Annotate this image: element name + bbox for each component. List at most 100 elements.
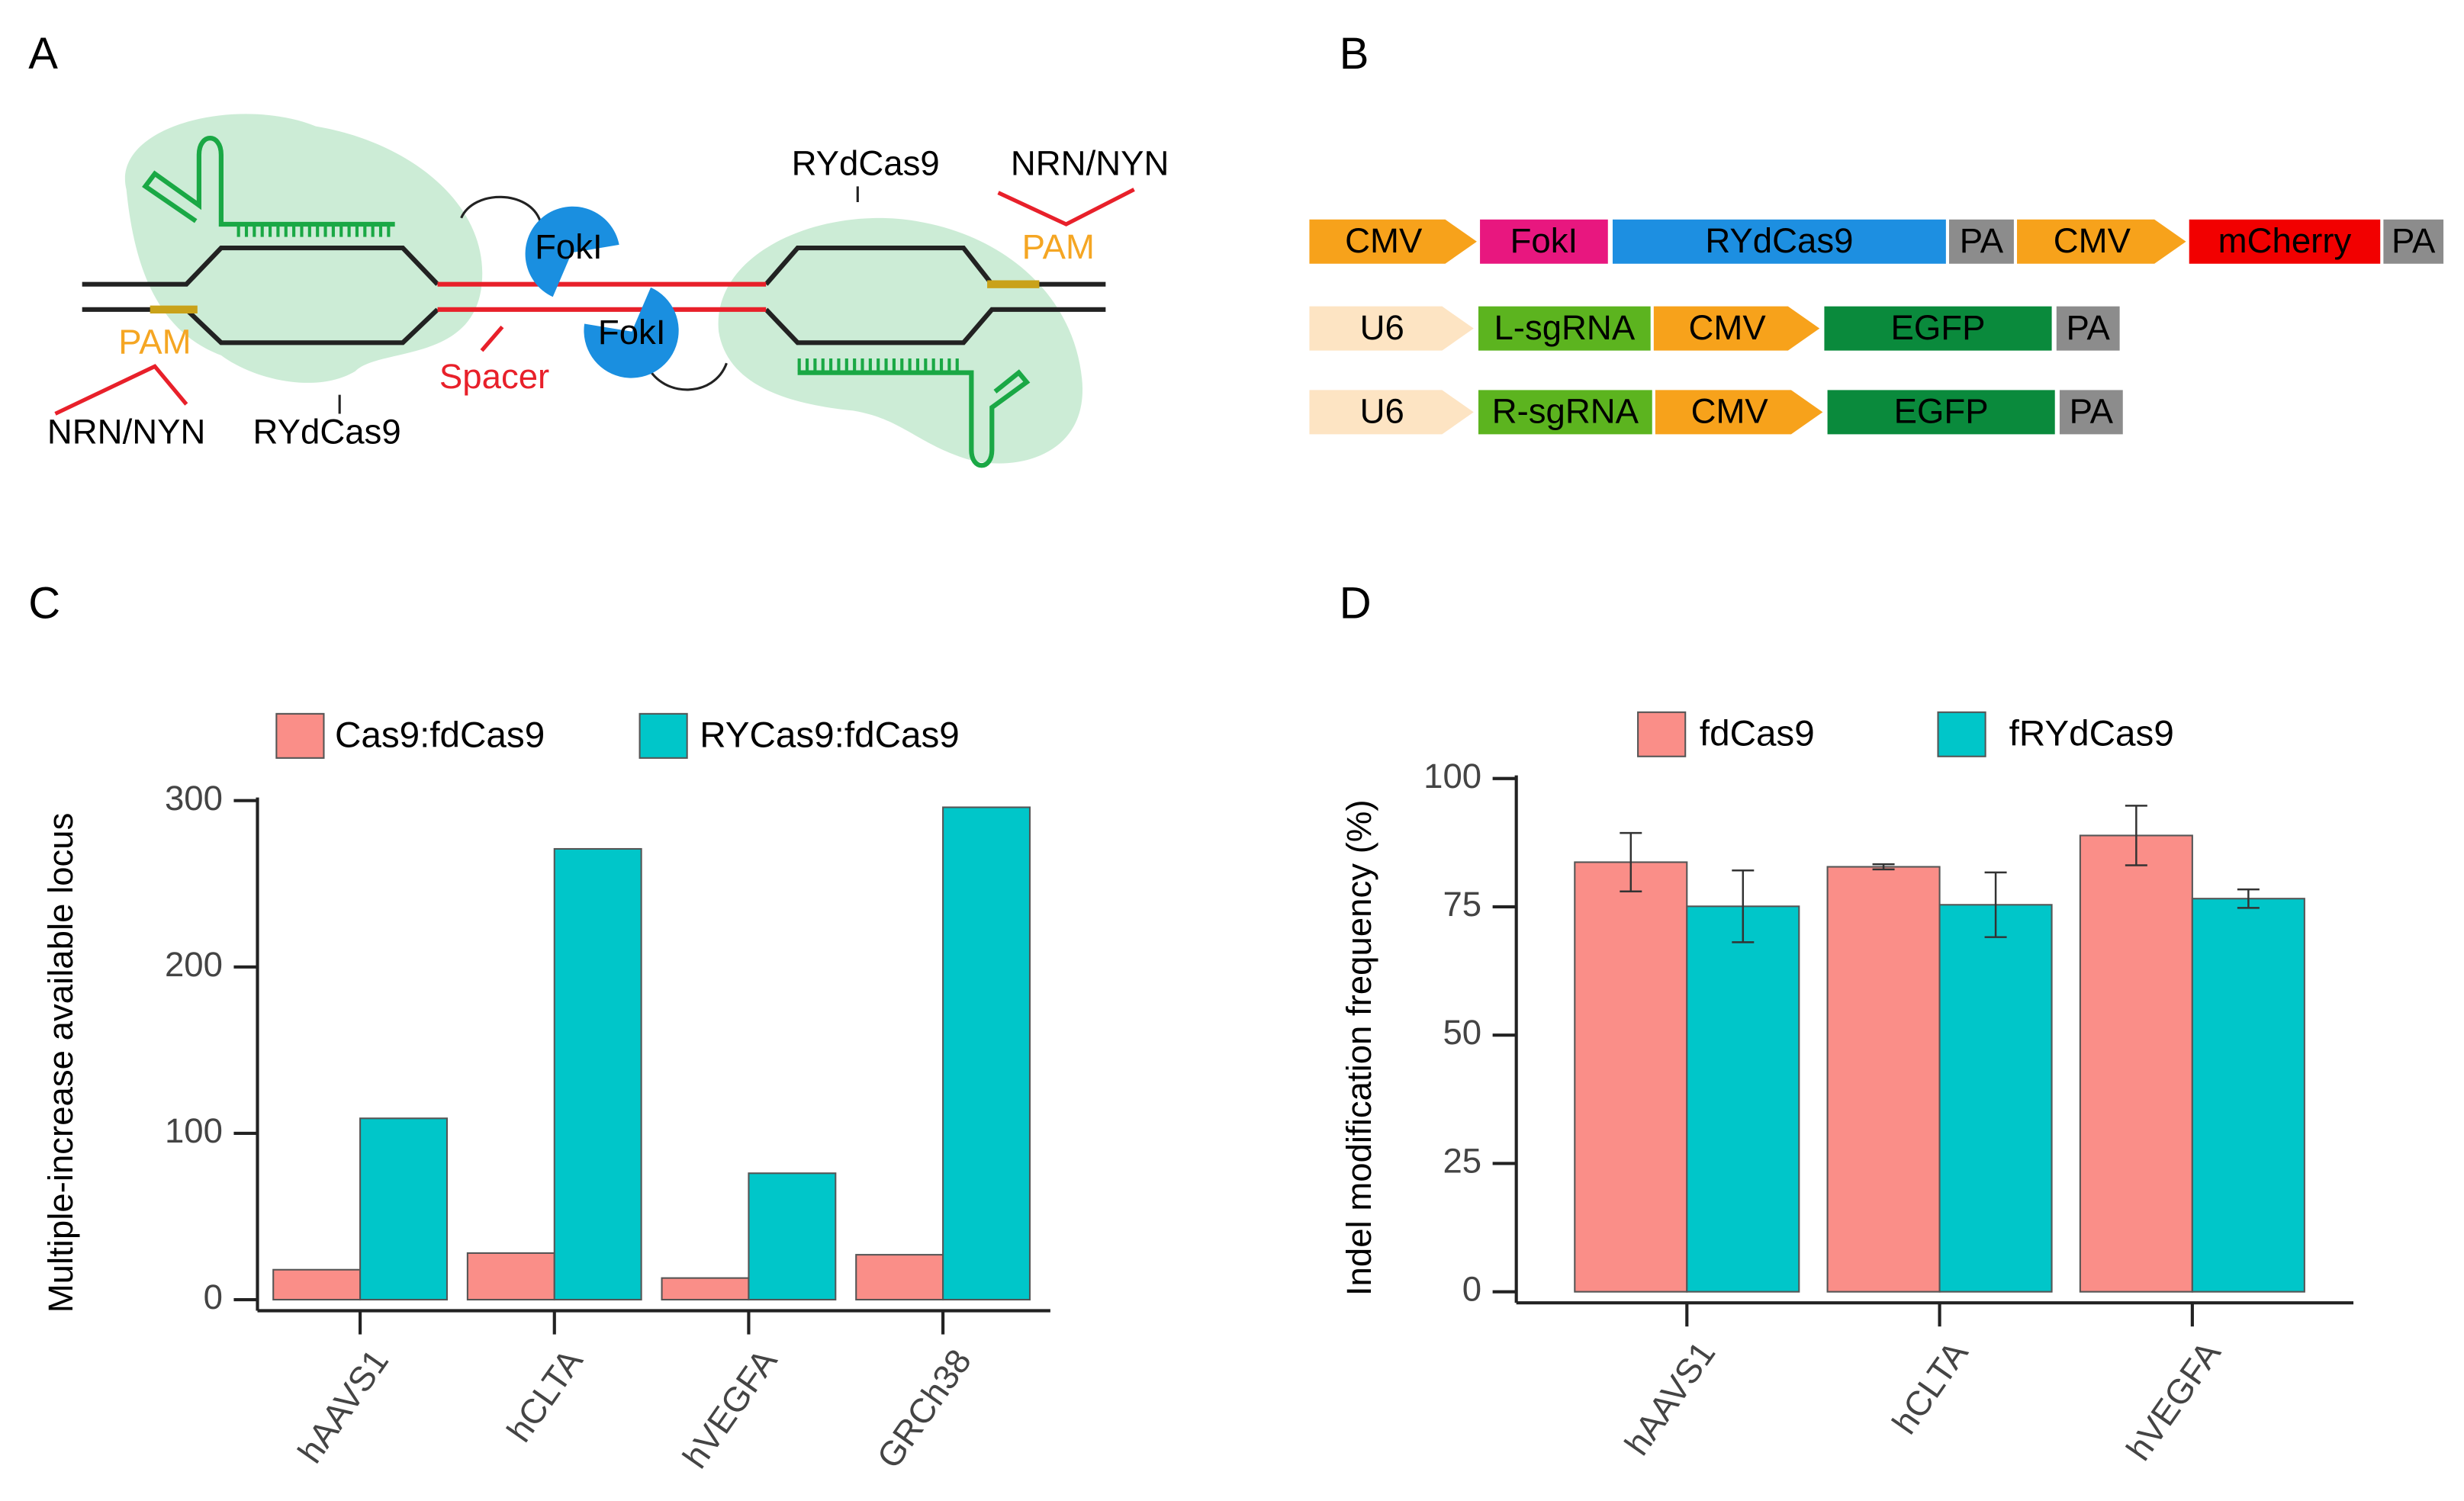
x-tick-label: hCLTA <box>500 1342 591 1448</box>
construct-element <box>1309 390 1474 435</box>
x-tick-label: GRCh38 <box>870 1342 979 1475</box>
legend-label: RYCas9:fdCas9 <box>700 715 960 755</box>
legend-swatch <box>275 712 325 759</box>
element-label: CMV <box>2054 221 2131 260</box>
element-label: EGFP <box>1891 308 1986 347</box>
error-bar <box>1620 831 1642 893</box>
label: Spacer <box>439 357 549 396</box>
bar <box>1574 861 1688 1293</box>
bar <box>553 847 642 1301</box>
legend-label: fdCas9 <box>1700 713 1815 754</box>
label: FokI <box>535 227 603 266</box>
foki <box>584 287 679 378</box>
error-bar <box>2237 888 2260 909</box>
legend-swatch <box>1637 711 1687 757</box>
chart: 0 100 200 300 Multiple-increase available lo… <box>41 712 1050 1475</box>
bar <box>1938 904 2053 1293</box>
bar <box>942 806 1031 1301</box>
y-axis-label: Indel modification frequency (%) <box>1340 799 1378 1296</box>
construct-element <box>1612 219 1946 264</box>
panel-label: B <box>1340 30 1369 79</box>
y-tick-label: 0 <box>1462 1270 1481 1309</box>
construct-element <box>2017 219 2186 264</box>
y-tick-label: 100 <box>165 1111 223 1150</box>
error-bar <box>1872 863 1895 871</box>
pointer-line <box>338 186 859 414</box>
construct-element <box>1653 306 1820 351</box>
panel-label: D <box>1340 579 1372 628</box>
x-tick-label: hAAVS1 <box>1617 1335 1723 1463</box>
label: RYdCas9 <box>253 412 401 451</box>
x-tick-label: hVEGFA <box>2118 1334 2228 1467</box>
spacer-strand <box>437 281 767 312</box>
construct-element <box>1827 390 2055 435</box>
panel-label: C <box>28 579 60 628</box>
bar <box>1826 866 1941 1293</box>
construct-element <box>1309 306 1474 351</box>
panel-label: A <box>28 30 58 79</box>
element-label: FokI <box>1510 221 1578 260</box>
element-label: CMV <box>1691 391 1769 430</box>
y-tick-label: 25 <box>1443 1141 1481 1180</box>
pointer-line <box>54 188 1135 416</box>
sgrna <box>142 136 395 227</box>
error-bar <box>1984 871 2007 938</box>
panel-labels: A B C D <box>28 30 1371 628</box>
y-tick-label: 300 <box>165 779 223 818</box>
element-label: PA <box>2070 391 2114 430</box>
bar <box>466 1252 555 1301</box>
y-tick-label: 75 <box>1443 885 1481 924</box>
label: RYdCas9 <box>792 143 940 182</box>
y-tick-label: 200 <box>165 945 223 984</box>
element-label: CMV <box>1688 308 1766 347</box>
bar <box>1686 905 1800 1293</box>
y-tick-label: 100 <box>1423 757 1481 795</box>
pam-site <box>150 280 1040 313</box>
construct-element <box>1309 219 1477 264</box>
element-label: L-sgRNA <box>1494 308 1635 347</box>
bar <box>661 1277 750 1301</box>
construct-element <box>1480 219 1608 264</box>
legend-label: fRYdCas9 <box>2009 713 2174 754</box>
construct-element <box>1478 306 1651 351</box>
foki <box>525 206 619 297</box>
bar <box>2191 898 2305 1293</box>
bar <box>272 1268 362 1301</box>
y-axis-label: Multiple-increase available locus <box>41 813 80 1313</box>
dna-strand <box>82 245 1106 346</box>
y-tick-label: 0 <box>204 1278 223 1316</box>
construct-element <box>1478 390 1652 435</box>
construct-element <box>1655 390 1823 435</box>
diagram-b: CMV FokI RYdCas9 PA CMV mCherry PA U6 L-sgRNA CMV… <box>1309 219 2444 435</box>
bar <box>2079 834 2193 1293</box>
error-bar <box>2125 805 2147 866</box>
construct-element <box>2056 306 2120 351</box>
label: PAM <box>1022 227 1095 266</box>
element-label: PA <box>2392 221 2436 260</box>
y-tick-label: 50 <box>1443 1013 1481 1052</box>
x-tick-label: hVEGFA <box>675 1342 785 1475</box>
element-label: RYdCas9 <box>1705 221 1853 260</box>
legend-label: Cas9:fdCas9 <box>335 715 545 755</box>
x-tick-label: hAAVS1 <box>291 1342 397 1470</box>
construct-element <box>1824 306 2052 351</box>
label: FokI <box>598 313 666 352</box>
legend-swatch <box>1937 711 1986 757</box>
element-label: U6 <box>1360 391 1404 430</box>
label: PAM <box>118 322 191 361</box>
element-label: U6 <box>1360 308 1404 347</box>
label: NRN/NYN <box>1011 143 1169 182</box>
label: NRN/NYN <box>47 412 206 451</box>
legend-swatch <box>639 712 688 759</box>
element-label: CMV <box>1345 221 1423 260</box>
construct-element <box>2383 219 2444 264</box>
chart: 0 25 50 75 100 Indel modification frequency (… <box>1340 711 2354 1467</box>
error-bar <box>1732 869 1755 943</box>
bar <box>359 1117 449 1301</box>
element-label: PA <box>1960 221 2004 260</box>
sgrna <box>797 369 1031 468</box>
element-label: R-sgRNA <box>1492 391 1639 430</box>
diagram-a: RYdCas9 NRN/NYN PAM PAM NRN/NYN RYdCas9 … <box>47 114 1169 468</box>
element-label: EGFP <box>1894 391 1989 430</box>
